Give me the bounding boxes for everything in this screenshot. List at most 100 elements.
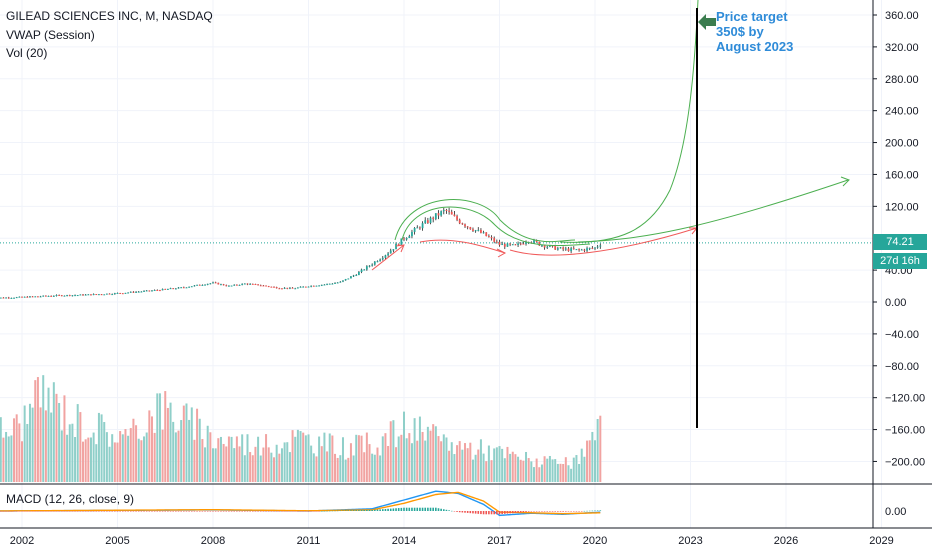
candle-body — [591, 247, 594, 249]
volume-bar — [586, 440, 589, 482]
candle-body — [47, 295, 50, 297]
y-tick-label: −160.00 — [885, 425, 925, 437]
macd-histogram-bar — [411, 507, 413, 511]
candle-body — [145, 290, 148, 292]
macd-histogram-bar — [347, 510, 350, 511]
green-arc-outer[interactable] — [394, 199, 576, 243]
candle-body — [376, 261, 379, 263]
candle-body — [328, 283, 331, 285]
volume-bar — [498, 446, 501, 482]
candle-body — [373, 261, 376, 265]
volume-bar — [331, 435, 334, 482]
macd-histogram-bar — [0, 511, 2, 512]
candle-body — [318, 285, 321, 287]
volume-bar — [10, 435, 13, 482]
volume-bar — [121, 434, 124, 482]
candle-body — [342, 280, 344, 282]
candle-body — [278, 288, 281, 290]
candle-body — [31, 296, 34, 298]
y-tick-label: −80.00 — [885, 361, 919, 373]
x-tick-label: 2026 — [774, 535, 798, 547]
macd-histogram-bar — [326, 510, 328, 512]
volume-bar — [490, 460, 493, 482]
volume-bar — [278, 453, 281, 482]
macd-histogram-bar — [204, 511, 206, 512]
volume-bar — [0, 417, 2, 482]
candle-body — [214, 282, 217, 284]
candle-body — [124, 292, 127, 294]
candle-body — [371, 264, 374, 266]
candle-body — [302, 286, 305, 288]
candle-body — [185, 287, 188, 289]
macd-histogram-bar — [501, 511, 503, 515]
volume-bar — [469, 442, 472, 482]
volume-bar — [360, 435, 363, 482]
candle-body — [448, 210, 450, 212]
candle-body — [7, 297, 10, 299]
candle-body — [294, 288, 297, 290]
macd-histogram-bar — [474, 511, 477, 514]
candle-body — [429, 217, 432, 223]
green-trend-arrow[interactable] — [577, 179, 849, 243]
green-parabola[interactable] — [559, 0, 699, 243]
y-tick-label: 160.00 — [885, 169, 919, 181]
macd-histogram-bar — [241, 511, 243, 512]
macd-histogram-bar — [535, 511, 538, 512]
macd-histogram-bar — [108, 511, 111, 512]
volume-bar — [251, 455, 254, 482]
candle-body — [238, 284, 241, 286]
drawings[interactable] — [371, 0, 850, 428]
red-arrow-1[interactable] — [371, 244, 405, 271]
volume-bar — [572, 457, 575, 482]
volume-bar — [466, 448, 469, 482]
macd-histogram-bar — [395, 508, 397, 511]
macd-histogram-bar — [58, 511, 60, 512]
volume-bar — [302, 432, 305, 482]
macd-histogram-bar — [124, 511, 127, 512]
macd-histogram-bar — [31, 511, 34, 512]
macd-histogram-bar — [464, 511, 466, 513]
green-left-arrow[interactable] — [698, 14, 716, 30]
volume-bar — [84, 439, 87, 482]
macd-histogram-bar — [283, 511, 286, 512]
macd-histogram-bar — [405, 507, 408, 511]
candle-body — [108, 293, 111, 295]
volume-bar — [143, 436, 146, 482]
macd-histogram-bar — [63, 511, 66, 512]
candle-body — [458, 219, 461, 224]
candle-body — [135, 291, 137, 293]
red-bottom-curve[interactable] — [509, 227, 698, 256]
macd-histogram-bar — [148, 511, 151, 512]
volume-bar — [416, 440, 419, 482]
volume-bar — [132, 418, 135, 482]
macd-histogram-bar — [209, 511, 212, 512]
macd-histogram-bar — [424, 507, 427, 511]
candle-body — [79, 294, 82, 296]
candle-body — [95, 294, 98, 296]
candle-body — [405, 237, 408, 240]
candle-body — [570, 248, 573, 252]
volume-bar — [225, 446, 228, 482]
candle-body — [281, 288, 283, 290]
volume-bar — [108, 446, 111, 482]
macd-histogram-bar — [392, 508, 395, 511]
green-arc-inner[interactable] — [401, 206, 591, 246]
candle-body — [257, 284, 259, 286]
candle-body — [198, 284, 201, 286]
macd-histogram-bar — [466, 511, 469, 513]
candle-body — [76, 295, 79, 297]
macd-histogram-bar — [233, 511, 236, 512]
red-curve[interactable] — [419, 239, 506, 254]
volume-bar — [174, 432, 177, 482]
macd-histogram-bar — [442, 509, 445, 511]
macd-histogram-bar — [551, 511, 554, 512]
macd-pane — [0, 490, 602, 517]
candle-body — [350, 276, 352, 279]
candle-body — [583, 249, 586, 251]
volume-bar — [514, 454, 517, 482]
volume-bar — [522, 460, 525, 482]
macd-histogram-bar — [588, 510, 591, 512]
volume-bar — [413, 418, 416, 482]
macd-histogram-bar — [599, 510, 602, 511]
